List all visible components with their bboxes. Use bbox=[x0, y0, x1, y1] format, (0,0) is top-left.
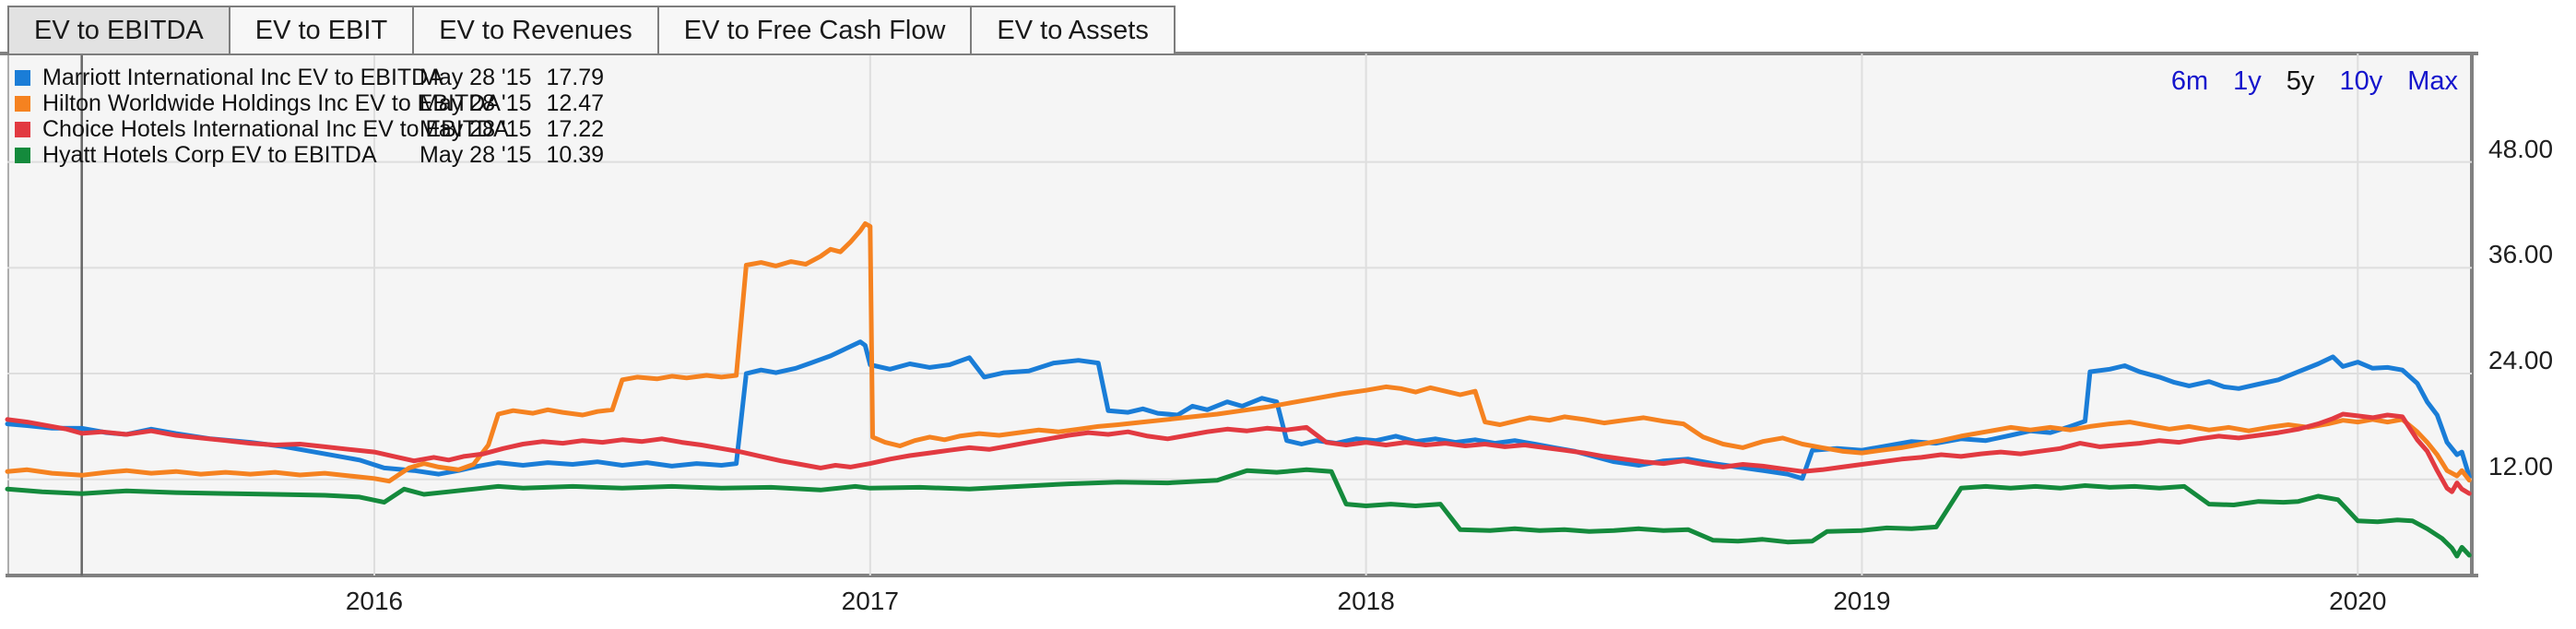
hilton-series-swatch-icon bbox=[15, 95, 30, 112]
legend-label: Hyatt Hotels Corp EV to EBITDA bbox=[42, 141, 377, 168]
x-axis-tick-label: 2020 bbox=[2329, 587, 2387, 615]
series-line bbox=[5, 221, 2472, 484]
x-axis-line bbox=[6, 574, 2478, 577]
range-option-6m[interactable]: 6m bbox=[2170, 66, 2209, 96]
legend-value: 17.79 bbox=[546, 64, 604, 90]
x-axis-tick-label: 2019 bbox=[1833, 587, 1891, 615]
x-axis-tick-label: 2016 bbox=[345, 587, 404, 615]
y-axis-tick-label: 36.00 bbox=[2488, 240, 2554, 269]
y-axis-tick-label: 12.00 bbox=[2488, 451, 2554, 481]
metric-tabbar: EV to EBITDA EV to EBIT EV to Revenues E… bbox=[7, 6, 1176, 55]
choice-series-swatch-icon bbox=[15, 121, 30, 137]
tab-ev-to-ebitda[interactable]: EV to EBITDA bbox=[7, 6, 229, 55]
y-axis-tick-label: 48.00 bbox=[2488, 134, 2554, 163]
tab-ev-to-free-cash-flow[interactable]: EV to Free Cash Flow bbox=[656, 6, 971, 55]
series-line bbox=[5, 339, 2472, 481]
series-line bbox=[5, 411, 2472, 496]
range-option-1y[interactable]: 1y bbox=[2233, 66, 2262, 96]
plot-border-left bbox=[7, 53, 9, 576]
tab-ev-to-revenues[interactable]: EV to Revenues bbox=[412, 6, 657, 55]
legend-date: May 28 '15 bbox=[419, 64, 532, 90]
legend-row-hilton: Hilton Worldwide Holdings Inc EV to EBIT… bbox=[15, 90, 604, 116]
range-option-10y[interactable]: 10y bbox=[2339, 66, 2383, 96]
series-line bbox=[5, 467, 2472, 559]
tab-ev-to-assets[interactable]: EV to Assets bbox=[970, 6, 1176, 55]
plot-border-top bbox=[0, 52, 2478, 55]
legend-row-choice: Choice Hotels International Inc EV to EB… bbox=[15, 116, 604, 142]
tab-ev-to-ebit[interactable]: EV to EBIT bbox=[228, 6, 413, 55]
x-axis-tick-label: 2018 bbox=[1337, 587, 1395, 615]
legend-value: 10.39 bbox=[546, 141, 604, 168]
chart-legend: Marriott International Inc EV to EBITDA … bbox=[15, 65, 604, 168]
y-axis-line bbox=[2470, 52, 2474, 577]
x-axis-tick-label: 2017 bbox=[841, 587, 899, 615]
time-range-selector: 6m 1y 5y 10y Max bbox=[2171, 66, 2458, 97]
marriott-series-swatch-icon bbox=[15, 69, 30, 86]
legend-value: 12.47 bbox=[546, 89, 604, 116]
hyatt-series-swatch-icon bbox=[15, 147, 30, 163]
range-option-max[interactable]: Max bbox=[2407, 66, 2458, 96]
legend-label: Marriott International Inc EV to EBITDA bbox=[42, 64, 443, 90]
legend-label: Choice Hotels International Inc EV to EB… bbox=[42, 115, 509, 142]
range-option-5y[interactable]: 5y bbox=[2286, 66, 2315, 96]
legend-label: Hilton Worldwide Holdings Inc EV to EBIT… bbox=[42, 89, 501, 116]
legend-date: May 28 '15 bbox=[419, 141, 532, 168]
legend-date: May 28 '15 bbox=[419, 115, 532, 142]
y-axis-tick-label: 24.00 bbox=[2488, 346, 2554, 375]
legend-row-hyatt: Hyatt Hotels Corp EV to EBITDA May 28 '1… bbox=[15, 142, 604, 168]
legend-value: 17.22 bbox=[546, 115, 604, 142]
legend-date: May 28 '15 bbox=[419, 89, 532, 116]
legend-row-marriott: Marriott International Inc EV to EBITDA … bbox=[15, 65, 604, 90]
